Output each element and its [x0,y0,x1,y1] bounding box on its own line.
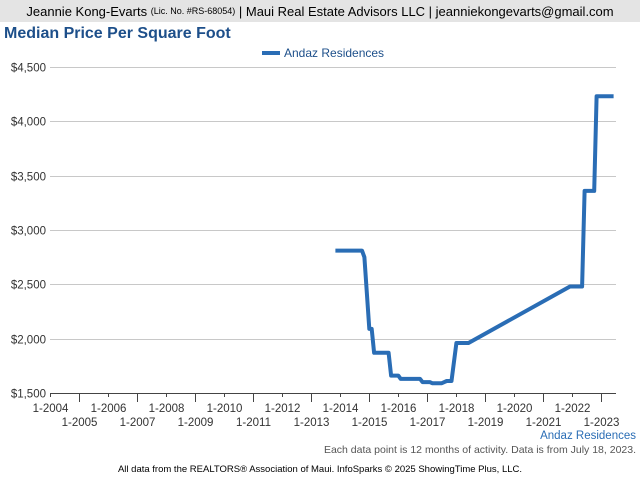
x-tick-label: 1-2021 [526,417,562,429]
legend-label: Andaz Residences [284,46,385,60]
x-tick-label: 1-2008 [149,403,185,415]
agent-company-email: | Maui Real Estate Advisors LLC | jeanni… [238,3,614,19]
x-tick-label: 1-2018 [439,403,475,415]
x-tick-label: 1-2013 [294,417,330,429]
copyright-notice: All data from the REALTORS® Association … [117,464,523,475]
y-tick-label: $2,000 [11,335,46,347]
agent-name: Jeannie Kong-Evarts [26,3,148,19]
x-tick-label: 1-2017 [410,417,446,429]
series-end-label: Andaz Residences [540,430,636,442]
agent-header: Jeannie Kong-Evarts (Lic. No. #RS-68054)… [0,0,640,22]
chart-legend[interactable]: Andaz Residences [262,46,384,60]
y-tick-label: $3,000 [11,226,46,238]
y-tick-label: $2,500 [11,280,46,292]
chart-title: Median Price Per Square Foot [4,25,231,42]
x-tick-label: 1-2011 [236,417,271,429]
data-footnote: Each data point is 12 months of activity… [323,444,636,456]
y-tick-label: $3,500 [11,172,46,184]
y-tick-label: $4,000 [11,117,46,129]
y-tick-label: $1,500 [11,389,46,401]
chart-grid [50,67,616,394]
y-axis: $1,500 $2,000 $2,500 $3,000 $3,500 $4,000 $4,5… [11,63,46,401]
agent-license: (Lic. No. #RS-68054) [150,6,236,16]
x-tick-label: 1-2015 [352,417,388,429]
y-tick-label: $4,500 [11,63,46,75]
x-tick-label: 1-2016 [381,403,417,415]
x-tick-label: 1-2009 [178,417,214,429]
x-tick-label: 1-2022 [555,403,591,415]
x-tick-label: 1-2007 [120,417,156,429]
x-tick-label: 1-2005 [62,417,98,429]
x-tick-label: 1-2014 [323,403,359,415]
x-tick-label: 1-2004 [33,403,69,415]
x-tick-label: 1-2020 [497,403,533,415]
x-tick-label: 1-2006 [91,403,127,415]
legend-swatch [262,51,280,55]
x-tick-label: 1-2010 [207,403,243,415]
x-tick-label: 1-2012 [265,403,301,415]
x-tick-label: 1-2019 [468,417,504,429]
x-tick-label: 1-2023 [584,417,620,429]
series-line[interactable] [335,94,614,386]
x-axis: 1-2004 1-2006 1-2008 1-2010 1-2012 1-2014 1-20… [33,393,620,429]
chart-series: Andaz Residences [335,94,636,442]
